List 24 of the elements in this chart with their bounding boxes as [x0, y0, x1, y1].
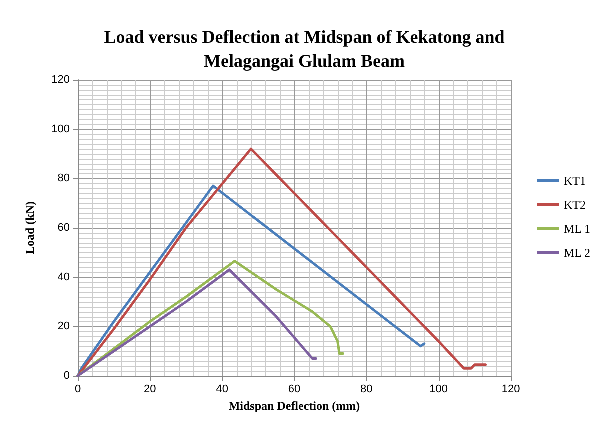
line-series — [76, 184, 426, 378]
y-tick-label: 40 — [58, 271, 70, 284]
y-tick-label: 100 — [52, 123, 70, 136]
x-tick-label: 100 — [430, 384, 448, 396]
legend-label: KT1 — [564, 174, 586, 188]
y-tick-label: 0 — [64, 370, 70, 382]
y-tick-label: 80 — [58, 172, 70, 185]
legend-label: ML 2 — [564, 246, 591, 260]
x-axis-title: Midspan Deflection (mm) — [228, 398, 360, 413]
legend-label: ML 1 — [564, 222, 591, 236]
y-tick-label: 120 — [52, 74, 70, 86]
x-tick-label: 20 — [144, 384, 156, 396]
chart-title: Load versus Deflection at Midspan of Kekatong and Melagangai Glulam Beam — [104, 27, 505, 71]
x-tick-label: 40 — [216, 384, 228, 396]
line-series — [76, 268, 318, 378]
legend-label: KT2 — [564, 198, 586, 212]
x-tick-label: 120 — [502, 384, 520, 396]
y-axis-title: Load (kN) — [23, 201, 37, 255]
y-tick-label: 60 — [58, 222, 70, 234]
x-tick-label: 0 — [74, 384, 82, 396]
line-series — [76, 260, 344, 378]
x-tick-label: 80 — [360, 384, 373, 396]
x-tick-label: 60 — [288, 384, 301, 396]
y-tick-label: 20 — [58, 320, 70, 333]
